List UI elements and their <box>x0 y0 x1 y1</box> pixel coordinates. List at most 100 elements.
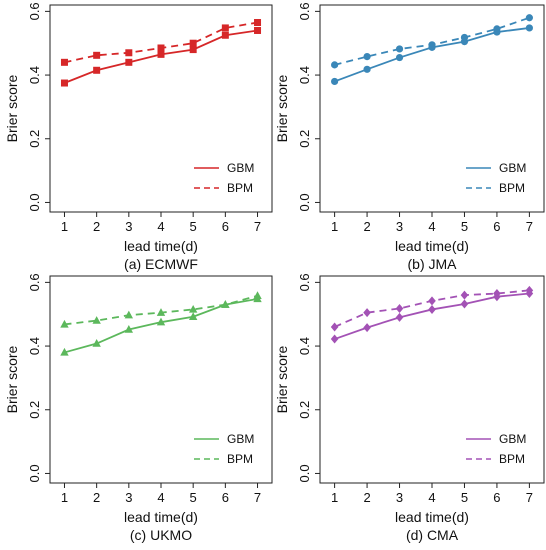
data-point-bpm <box>493 289 501 299</box>
panel-caption: (b) JMA <box>408 256 458 272</box>
y-tick-label: 0.0 <box>27 193 42 211</box>
x-axis-title: lead time(d) <box>124 509 198 525</box>
data-point-bpm <box>363 52 371 61</box>
legend-label-gbm: GBM <box>499 432 526 446</box>
data-point-bpm <box>253 291 262 299</box>
x-tick-label: 4 <box>428 219 435 234</box>
y-axis-title: Brier score <box>4 345 20 413</box>
panel-caption: (d) CMA <box>406 527 459 543</box>
y-tick-label: 0.4 <box>297 337 312 355</box>
x-tick-label: 6 <box>493 490 500 505</box>
x-tick-label: 7 <box>254 219 261 234</box>
x-tick-label: 6 <box>493 219 500 234</box>
panel-caption: (c) UKMO <box>130 527 192 543</box>
data-point-bpm <box>363 308 371 318</box>
x-tick-label: 7 <box>254 490 261 505</box>
y-tick-label: 0.0 <box>27 464 42 482</box>
data-point-gbm <box>93 66 101 74</box>
data-point-gbm <box>60 347 69 356</box>
x-tick-label: 2 <box>93 490 100 505</box>
data-point-bpm <box>460 33 469 42</box>
data-point-gbm <box>363 323 371 333</box>
x-tick-label: 3 <box>396 490 403 505</box>
y-tick-label: 0.6 <box>27 2 42 20</box>
legend-label-gbm: GBM <box>499 161 526 175</box>
data-point-gbm <box>395 312 404 322</box>
data-point-gbm <box>157 50 165 58</box>
x-tick-label: 2 <box>363 219 370 234</box>
x-tick-label: 4 <box>157 490 164 505</box>
data-point-gbm <box>125 58 133 66</box>
data-point-bpm <box>188 304 198 313</box>
data-point-bpm <box>493 25 501 33</box>
data-point-bpm <box>221 300 230 308</box>
x-tick-label: 2 <box>363 490 370 505</box>
data-point-bpm <box>428 41 436 49</box>
panel-jma: 1 2 3 4 5 6 7 0.0 0.2 0.4 0.6 lead time(d) Brier sco… <box>274 2 545 272</box>
data-point-bpm <box>156 308 166 316</box>
x-tick-label: 1 <box>331 219 338 234</box>
data-point-bpm <box>221 24 229 32</box>
y-tick-label: 0.0 <box>297 193 312 211</box>
x-tick-label: 3 <box>125 490 132 505</box>
x-tick-label: 7 <box>526 490 533 505</box>
data-point-gbm <box>428 304 436 314</box>
data-point-bpm <box>525 285 534 295</box>
x-axis-title: lead time(d) <box>395 238 469 254</box>
y-tick-label: 0.2 <box>27 401 42 419</box>
data-point-gbm <box>221 31 229 39</box>
x-tick-label: 1 <box>331 490 338 505</box>
data-point-gbm <box>363 65 371 73</box>
y-tick-label: 0.0 <box>297 464 312 482</box>
legend-label-bpm: BPM <box>499 452 525 466</box>
data-point-bpm <box>395 303 404 313</box>
data-point-bpm <box>189 39 197 47</box>
data-point-gbm <box>254 26 262 34</box>
legend: GBM BPM <box>466 432 526 466</box>
data-point-gbm <box>331 77 339 86</box>
panel-caption: (a) ECMWF <box>124 256 198 272</box>
y-axis-title: Brier score <box>4 74 20 142</box>
legend-label-gbm: GBM <box>227 161 254 175</box>
x-axis-title: lead time(d) <box>395 509 469 525</box>
data-point-bpm <box>60 58 68 66</box>
data-point-bpm <box>92 316 101 324</box>
x-tick-label: 4 <box>157 219 164 234</box>
x-tick-label: 6 <box>222 219 229 234</box>
data-point-bpm <box>460 290 469 300</box>
legend: GBM BPM <box>466 161 526 195</box>
x-tick-label: 4 <box>428 490 435 505</box>
x-tick-label: 3 <box>125 219 132 234</box>
x-tick-label: 2 <box>93 219 100 234</box>
data-point-bpm <box>525 14 533 22</box>
x-tick-label: 5 <box>461 219 468 234</box>
data-point-gbm <box>60 79 68 87</box>
y-tick-label: 0.6 <box>297 273 312 291</box>
data-point-bpm <box>60 319 69 328</box>
y-tick-label: 0.6 <box>27 273 42 291</box>
y-tick-label: 0.4 <box>27 337 42 355</box>
data-point-gbm <box>92 339 101 347</box>
legend-label-bpm: BPM <box>227 181 253 195</box>
x-tick-label: 5 <box>190 490 197 505</box>
data-point-gbm <box>525 24 533 32</box>
data-point-gbm <box>156 317 166 326</box>
legend: GBM BPM <box>194 161 254 195</box>
data-point-gbm <box>188 312 198 320</box>
y-tick-label: 0.4 <box>27 66 42 84</box>
x-tick-label: 1 <box>61 490 68 505</box>
data-point-bpm <box>395 45 404 53</box>
data-point-bpm <box>93 51 101 59</box>
x-tick-label: 1 <box>61 219 68 234</box>
data-point-bpm <box>125 49 133 57</box>
legend-label-gbm: GBM <box>227 432 254 446</box>
panel-ukmo: 1 2 3 4 5 6 7 0.0 0.2 0.4 0.6 lead time(d) Brier sco… <box>4 273 273 543</box>
data-point-bpm <box>428 296 436 306</box>
x-tick-label: 7 <box>526 219 533 234</box>
data-point-bpm <box>331 61 339 69</box>
x-tick-label: 5 <box>190 219 197 234</box>
data-point-gbm <box>124 325 134 333</box>
y-tick-label: 0.6 <box>297 2 312 20</box>
data-point-gbm <box>189 46 197 54</box>
